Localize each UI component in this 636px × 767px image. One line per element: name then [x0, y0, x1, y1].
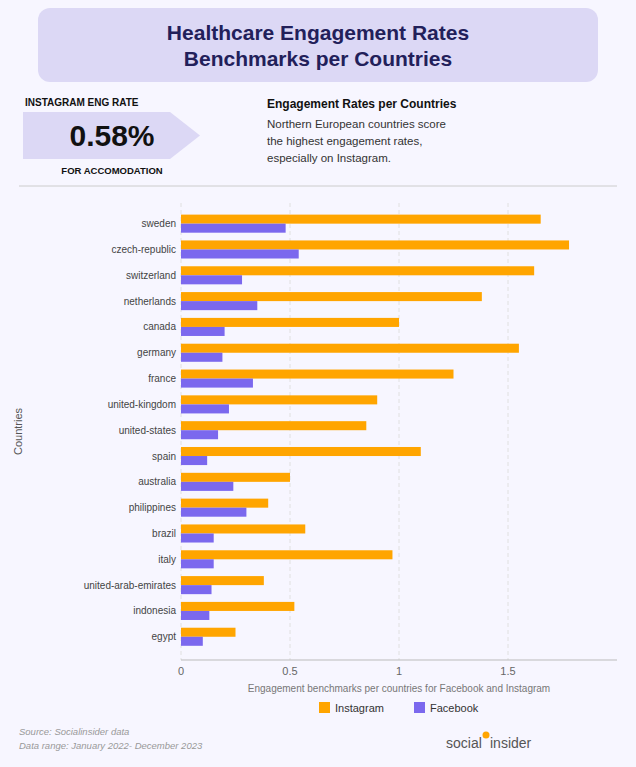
- bars: [181, 215, 569, 646]
- bar: [181, 379, 253, 388]
- bar: [181, 275, 242, 284]
- rate-sub: FOR ACCOMODATION: [61, 165, 162, 176]
- insight-title: Engagement Rates per Countries: [267, 97, 457, 111]
- bar: [181, 628, 236, 637]
- legend: Instagram Facebook: [319, 702, 479, 714]
- title-box: [38, 8, 598, 82]
- bar: [181, 421, 366, 430]
- rate-arrow: [23, 112, 200, 159]
- bar: [181, 447, 421, 456]
- y-tick-label: germany: [137, 347, 176, 358]
- bar: [181, 370, 454, 379]
- bar: [181, 404, 229, 413]
- bar: [181, 482, 233, 491]
- bar: [181, 524, 305, 533]
- rate-value: 0.58%: [69, 119, 154, 152]
- bar: [181, 585, 212, 594]
- source-text: Source: Socialinsider data Data range: Ja…: [19, 726, 203, 751]
- divider: [19, 186, 617, 187]
- y-tick-label: indonesia: [133, 605, 176, 616]
- y-tick-label: united-states: [119, 425, 176, 436]
- insight-title-line: Engagement Rates per Countries: [267, 97, 457, 111]
- y-tick-label: netherlands: [124, 296, 176, 307]
- y-tick-label: spain: [152, 451, 176, 462]
- bar: [181, 292, 482, 301]
- x-tick-label: 1: [396, 665, 402, 677]
- bar: [181, 611, 209, 620]
- background: [0, 0, 636, 767]
- bar: [181, 637, 203, 646]
- bar: [181, 430, 218, 439]
- y-tick-label: united-arab-emirates: [84, 580, 176, 591]
- bar: [181, 559, 214, 568]
- logo-text: social: [446, 735, 482, 751]
- x-axis-label: Engagement benchmarks per countries for …: [248, 683, 550, 694]
- bar: [181, 318, 399, 327]
- y-tick-label: brazil: [152, 528, 176, 539]
- y-tick-label: egypt: [152, 631, 177, 642]
- legend-label: Facebook: [430, 702, 479, 714]
- x-axis-line: [181, 660, 617, 661]
- legend-label: Instagram: [335, 702, 384, 714]
- insight-text: Northern European countries score the hig…: [267, 118, 446, 164]
- y-tick-label: united-kingdom: [108, 399, 176, 410]
- insight-text-line: especially on Instagram.: [267, 152, 391, 164]
- x-tick-label: 0: [178, 665, 184, 677]
- source-text-line: Data range: January 2022- December 2023: [19, 740, 203, 751]
- chart-svg: Healthcare Engagement Rates Benchmarks pe…: [0, 0, 636, 767]
- bar: [181, 508, 246, 517]
- y-axis-label: Countries: [12, 407, 24, 455]
- info-label-line: INSTAGRAM ENG RATE: [25, 97, 139, 108]
- bar: [181, 301, 257, 310]
- title-line: Healthcare Engagement Rates: [167, 21, 469, 44]
- bar: [181, 240, 569, 249]
- y-tick-label: switzerland: [126, 270, 176, 281]
- bar: [181, 499, 268, 508]
- y-tick-label: canada: [143, 321, 176, 332]
- info-label: INSTAGRAM ENG RATE: [25, 97, 139, 108]
- y-tick-label: czech-republic: [112, 244, 176, 255]
- title: Healthcare Engagement Rates Benchmarks pe…: [167, 21, 469, 70]
- bar: [181, 224, 286, 233]
- bar: [181, 266, 534, 275]
- legend-swatch: [319, 702, 330, 713]
- bar: [181, 533, 214, 542]
- x-tick-label: 1.5: [500, 665, 515, 677]
- logo-text: insider: [490, 735, 532, 751]
- bar: [181, 353, 222, 362]
- bar: [181, 249, 299, 258]
- y-tick-label: italy: [158, 554, 176, 565]
- bar: [181, 602, 294, 611]
- insight-text-line: Northern European countries score: [267, 118, 446, 130]
- y-tick-label: sweden: [142, 218, 176, 229]
- insight-text-line: the highest engagement rates,: [267, 135, 422, 147]
- bar: [181, 327, 225, 336]
- bar: [181, 215, 541, 224]
- source-text-line: Source: Socialinsider data: [19, 726, 129, 737]
- title-line: Benchmarks per Countries: [184, 47, 452, 70]
- bar: [181, 456, 207, 465]
- bar: [181, 576, 264, 585]
- bar: [181, 473, 290, 482]
- y-tick-label: philippines: [129, 502, 176, 513]
- legend-swatch: [414, 702, 425, 713]
- bar: [181, 395, 377, 404]
- y-tick-label: australia: [138, 476, 176, 487]
- bar: [181, 550, 392, 559]
- logo-dot: [483, 732, 490, 739]
- bar: [181, 344, 519, 353]
- x-tick-label: 0.5: [282, 665, 297, 677]
- y-tick-label: france: [148, 373, 176, 384]
